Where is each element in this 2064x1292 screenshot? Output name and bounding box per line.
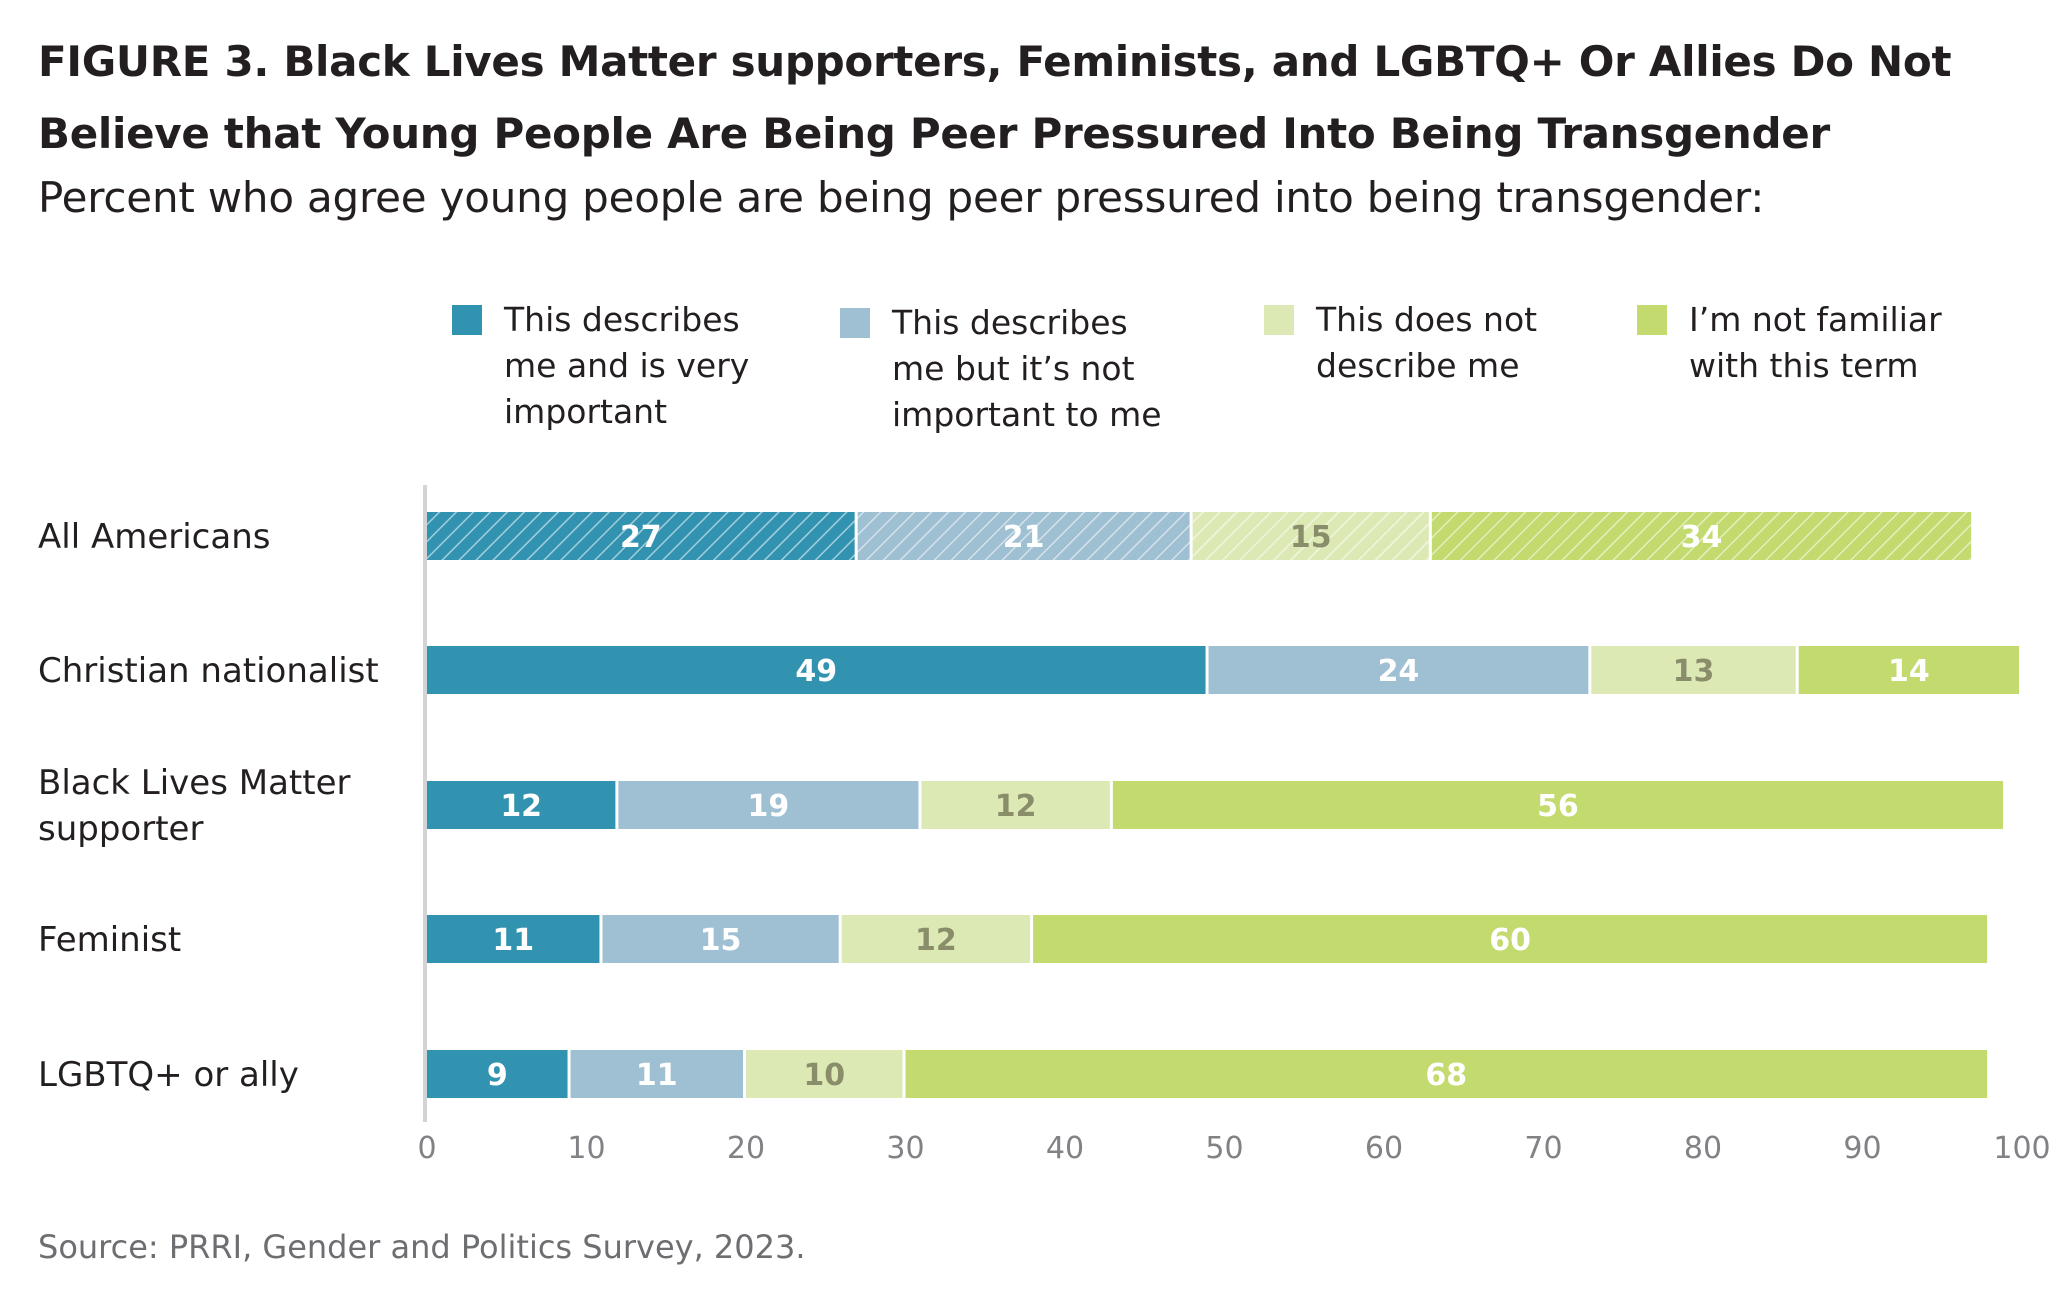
bar-value-label: 11 xyxy=(492,923,534,958)
bar-segment xyxy=(427,915,600,963)
bars: 27 21 15 34 49 24 13 14 12 19 12 56 11 15 12 60 9 11 10 68 xyxy=(427,512,2019,1098)
legend-item: This describes me and is very important xyxy=(452,300,749,431)
bar-segment xyxy=(746,1050,903,1098)
x-tick-label: 30 xyxy=(886,1131,924,1166)
bar-value-label: 27 xyxy=(620,520,662,555)
bar-segment xyxy=(427,1050,568,1098)
x-tick-label: 0 xyxy=(417,1131,436,1166)
bar-value-label: 24 xyxy=(1378,654,1420,689)
x-axis-ticks: 0 10 20 30 40 50 60 70 80 90 100 xyxy=(417,1131,2050,1166)
x-tick-label: 20 xyxy=(727,1131,765,1166)
bar-value-label: 12 xyxy=(915,923,957,958)
bar-segment xyxy=(570,1050,743,1098)
bar-value-label: 68 xyxy=(1425,1058,1467,1093)
bar-value-label: 14 xyxy=(1888,654,1930,689)
bar-segment xyxy=(427,512,855,560)
legend-swatch xyxy=(1637,305,1667,335)
bar-segment xyxy=(1431,512,1972,560)
bar-value-label: 56 xyxy=(1537,789,1579,824)
bar-value-label: 15 xyxy=(1290,520,1332,555)
bar-segment xyxy=(1798,646,2019,694)
x-tick-label: 60 xyxy=(1365,1131,1403,1166)
legend-label: This describes me and is very important xyxy=(503,300,749,431)
chart-subtitle: Percent who agree young people are being… xyxy=(38,173,1765,222)
bar-value-label: 12 xyxy=(500,789,542,824)
legend-label: This describes me but it’s not important t… xyxy=(891,303,1162,434)
bar-value-label: 13 xyxy=(1673,654,1715,689)
legend-swatch xyxy=(452,305,482,335)
legend: This describes me and is very important Thi… xyxy=(452,300,1942,434)
bar-value-label: 49 xyxy=(795,654,837,689)
bar-value-label: 11 xyxy=(636,1058,678,1093)
category-label: Black Lives Matter supporter xyxy=(38,763,350,849)
x-tick-label: 90 xyxy=(1843,1131,1881,1166)
bar-segment xyxy=(1192,512,1429,560)
bar-segment xyxy=(905,1050,1988,1098)
bar-segment xyxy=(1112,781,2004,829)
bar-value-label: 19 xyxy=(748,789,790,824)
chart-title: FIGURE 3. Black Lives Matter supporters,… xyxy=(38,37,1952,158)
x-tick-label: 80 xyxy=(1684,1131,1722,1166)
bar-value-label: 15 xyxy=(700,923,742,958)
category-label: LGBTQ+ or ally xyxy=(38,1055,299,1095)
bar-segment xyxy=(427,646,1206,694)
bar-value-label: 10 xyxy=(803,1058,845,1093)
legend-item: I’m not familiar with this term xyxy=(1637,300,1942,385)
x-tick-label: 100 xyxy=(1993,1131,2050,1166)
legend-label: I’m not familiar with this term xyxy=(1689,300,1942,385)
legend-swatch xyxy=(840,308,870,338)
bar-value-label: 21 xyxy=(1003,520,1045,555)
bar-segment xyxy=(857,512,1190,560)
bar-value-label: 60 xyxy=(1489,923,1531,958)
x-tick-label: 40 xyxy=(1046,1131,1084,1166)
bar-segment xyxy=(1033,915,1988,963)
legend-swatch xyxy=(1264,305,1294,335)
category-label: All Americans xyxy=(38,517,270,557)
source-note: Source: PRRI, Gender and Politics Survey… xyxy=(38,1228,806,1266)
x-tick-label: 10 xyxy=(567,1131,605,1166)
x-tick-label: 50 xyxy=(1205,1131,1243,1166)
x-tick-label: 70 xyxy=(1524,1131,1562,1166)
bar-segment xyxy=(841,915,1031,963)
bar-value-label: 34 xyxy=(1681,520,1723,555)
bar-segment xyxy=(427,781,616,829)
bar-segment xyxy=(1208,646,1589,694)
category-label: Feminist xyxy=(38,920,181,960)
category-labels: All Americans Christian nationalist Black … xyxy=(38,517,379,1095)
bar-segment xyxy=(921,781,1110,829)
category-label: Christian nationalist xyxy=(38,651,379,691)
bar-segment xyxy=(1591,646,1796,694)
bar-segment xyxy=(602,915,839,963)
bar-segment xyxy=(618,781,919,829)
legend-item: This describes me but it’s not important t… xyxy=(840,303,1162,434)
bar-value-label: 12 xyxy=(995,789,1037,824)
bar-value-label: 9 xyxy=(487,1058,508,1093)
legend-item: This does not describe me xyxy=(1264,300,1537,385)
legend-label: This does not describe me xyxy=(1315,300,1537,385)
